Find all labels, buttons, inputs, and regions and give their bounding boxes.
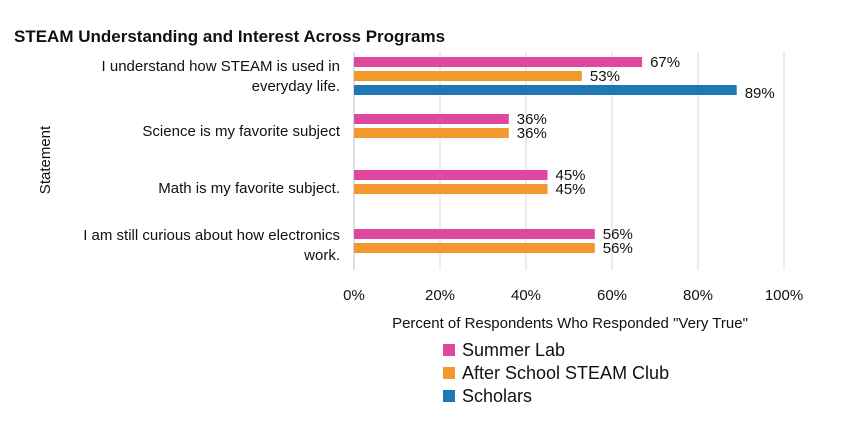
data-label: 56% [603,226,633,243]
data-label: 45% [556,167,586,184]
data-labels: 67% 53% 89% 36%36% 45%45% 56%56% [517,54,775,257]
x-tick-label: 80% [683,287,713,304]
bar [354,170,548,180]
legend-label: Summer Lab [462,340,565,360]
legend-label: Scholars [462,386,532,406]
x-tick-labels: 0% 20% 40% 60% 80% 100% [343,287,803,304]
bar [354,57,643,67]
data-label: 89% [745,85,775,102]
data-label: 36% [517,111,547,128]
x-axis-title: Percent of Respondents Who Responded "Ve… [392,315,748,332]
data-label: 53% [590,68,620,85]
category-label: I am still curious about how electronics… [83,227,340,264]
x-tick-label: 40% [511,287,541,304]
category-label: I understand how STEAM is used in everyda… [102,58,340,95]
category-label: Science is my favorite subject [142,123,340,140]
data-label: 45% [556,181,586,198]
legend-swatch [443,390,455,402]
data-label: 36% [517,125,547,142]
y-axis-title: Statement [37,125,54,194]
chart-title: STEAM Understanding and Interest Across … [14,27,445,46]
bar [354,229,595,239]
bar [354,85,737,95]
legend-swatch [443,344,455,356]
data-label: 67% [650,54,680,71]
x-tick-label: 0% [343,287,365,304]
bar [354,184,548,194]
x-tick-label: 100% [765,287,803,304]
bars [354,57,737,253]
category-labels: I understand how STEAM is used in everyda… [83,58,341,264]
data-label: 56% [603,240,633,257]
legend: Summer Lab After School STEAM Club Scholar… [443,340,669,406]
legend-label: After School STEAM Club [462,363,669,383]
category-label: Math is my favorite subject. [158,180,340,197]
bar [354,114,509,124]
bar [354,243,595,253]
bar [354,128,509,138]
x-tick-label: 60% [597,287,627,304]
x-tick-label: 20% [425,287,455,304]
legend-swatch [443,367,455,379]
bar [354,71,582,81]
